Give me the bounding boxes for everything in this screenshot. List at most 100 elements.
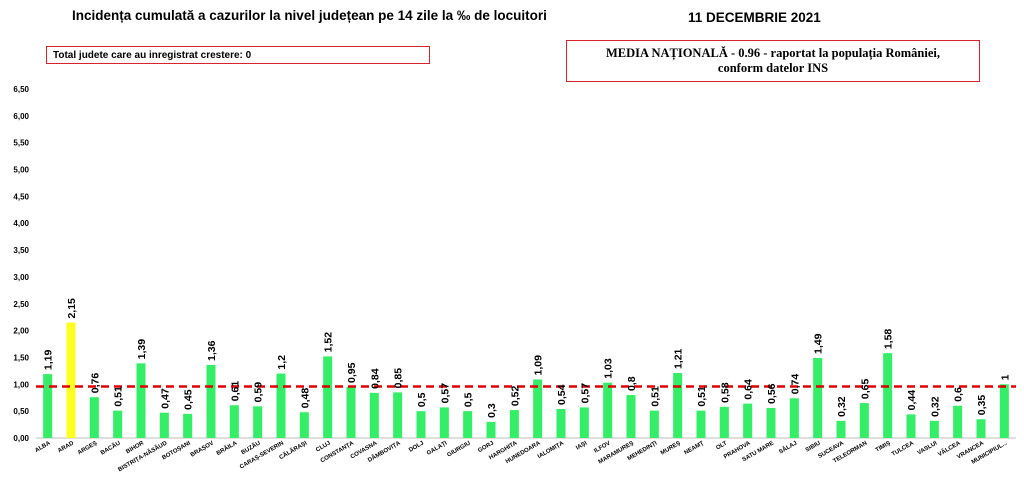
bar — [953, 405, 963, 438]
bar-value-label: 1,52 — [323, 332, 335, 353]
bar-value-label: 0,76 — [89, 373, 101, 394]
bar — [789, 398, 799, 438]
bar — [416, 411, 426, 438]
bar-value-label: 0,44 — [906, 390, 918, 411]
x-tick-label: BRAȘOV — [190, 441, 215, 459]
bar — [393, 392, 403, 438]
bar — [509, 410, 519, 438]
bar-value-label: 0,64 — [743, 379, 755, 400]
x-tick-label: MUREȘ — [660, 441, 682, 457]
increase-note: Total judete care au inregistrat crester… — [46, 46, 430, 64]
bar — [999, 384, 1009, 438]
bar-value-label: 0,95 — [346, 362, 358, 383]
bar-value-label: 0,56 — [766, 383, 778, 404]
bar — [439, 407, 449, 438]
bar — [603, 382, 613, 438]
bar-value-label: 0,32 — [929, 396, 941, 417]
bar — [463, 411, 473, 438]
bar-value-label: 0,45 — [183, 389, 195, 410]
y-tick-label: 5,00 — [13, 166, 29, 175]
bar-value-label: 0,85 — [393, 368, 405, 389]
y-tick-label: 4,00 — [13, 219, 29, 228]
bar — [906, 414, 916, 438]
bar — [206, 364, 216, 438]
x-tick-label: ILFOV — [593, 441, 611, 455]
bar-value-label: 2,15 — [66, 298, 78, 319]
bar — [556, 409, 566, 438]
x-tick-label: DOLJ — [408, 441, 425, 454]
x-tick-label: SIBIU — [805, 441, 822, 454]
y-tick-label: 6,00 — [13, 112, 29, 121]
bar-value-label: 0,48 — [299, 388, 311, 409]
x-tick-label: VASLUI — [917, 440, 939, 456]
bar-value-label: 0,5 — [463, 392, 475, 407]
bar-value-label: 0,54 — [556, 384, 568, 405]
bar-value-label: 0,5 — [416, 392, 428, 407]
bar-value-label: 1,39 — [136, 339, 148, 360]
bar — [136, 363, 146, 438]
bar-value-label: 1,58 — [883, 329, 895, 350]
x-tick-label: ARGEȘ — [77, 441, 98, 457]
bar — [369, 392, 379, 438]
bar-value-label: 1,21 — [673, 348, 685, 369]
bar-value-label: 0,74 — [789, 374, 801, 395]
bar — [229, 405, 239, 438]
x-tick-label: CLUJ — [315, 441, 332, 454]
bar-value-label: 0,51 — [696, 386, 708, 407]
bar-value-label: 0,6 — [953, 387, 965, 402]
bar — [183, 413, 193, 438]
bar — [323, 356, 333, 438]
bar — [976, 419, 986, 438]
x-tick-label: GIURGIU — [446, 441, 471, 459]
x-tick-label: BRĂILA — [215, 439, 239, 457]
bar — [113, 410, 123, 438]
x-tick-label: GORJ — [477, 441, 495, 455]
bar-value-label: 0,3 — [486, 403, 498, 418]
bar — [859, 403, 869, 438]
x-tick-label: NEAMȚ — [684, 440, 706, 456]
y-tick-label: 2,00 — [13, 327, 29, 336]
y-tick-label: 1,50 — [13, 353, 29, 362]
bar-value-label: 0,51 — [113, 386, 125, 407]
bar — [486, 421, 496, 438]
y-tick-label: 2,50 — [13, 300, 29, 309]
bar — [929, 420, 939, 438]
x-tick-label: IAȘI — [575, 440, 588, 451]
chart-date: 11 DECEMBRIE 2021 — [688, 10, 821, 25]
bar-value-label: 0,61 — [229, 381, 241, 402]
bar — [766, 407, 776, 438]
bar-value-label: 0,51 — [649, 386, 661, 407]
y-tick-label: 4,50 — [13, 192, 29, 201]
x-tick-label: TIMIȘ — [875, 441, 892, 454]
x-tick-label: ARAD — [57, 440, 76, 454]
bar-value-label: 0,59 — [253, 382, 265, 403]
bar-value-label: 0,35 — [976, 395, 988, 416]
y-tick-label: 5,50 — [13, 139, 29, 148]
bar — [719, 406, 729, 438]
bar — [299, 412, 309, 438]
bar-value-label: 0,57 — [439, 383, 451, 404]
chart-title: Incidența cumulată a cazurilor la nivel … — [72, 8, 547, 23]
bar-value-label: 1,36 — [206, 340, 218, 361]
bar — [346, 386, 356, 438]
bar-value-label: 1,03 — [603, 358, 615, 379]
bar — [159, 412, 169, 438]
bar — [533, 379, 543, 438]
bar-value-label: 0,84 — [369, 368, 381, 389]
bar — [253, 406, 263, 438]
bar — [276, 373, 286, 438]
bar-value-label: 0,52 — [509, 385, 521, 406]
bar-value-label: 0,57 — [579, 383, 591, 404]
y-tick-label: 0,00 — [13, 434, 29, 443]
bar — [836, 420, 846, 438]
bar — [743, 403, 753, 438]
bar — [89, 397, 99, 438]
bar-value-label: 1 — [999, 374, 1011, 380]
bar — [673, 373, 683, 438]
x-tick-label: ALBA — [34, 440, 52, 454]
bar-value-label: 0,47 — [159, 388, 171, 409]
bar-value-label: 0,58 — [719, 382, 731, 403]
bar — [883, 353, 893, 438]
x-tick-label: IALOMIȚA — [537, 440, 566, 460]
bar-value-label: 1,2 — [276, 355, 288, 370]
